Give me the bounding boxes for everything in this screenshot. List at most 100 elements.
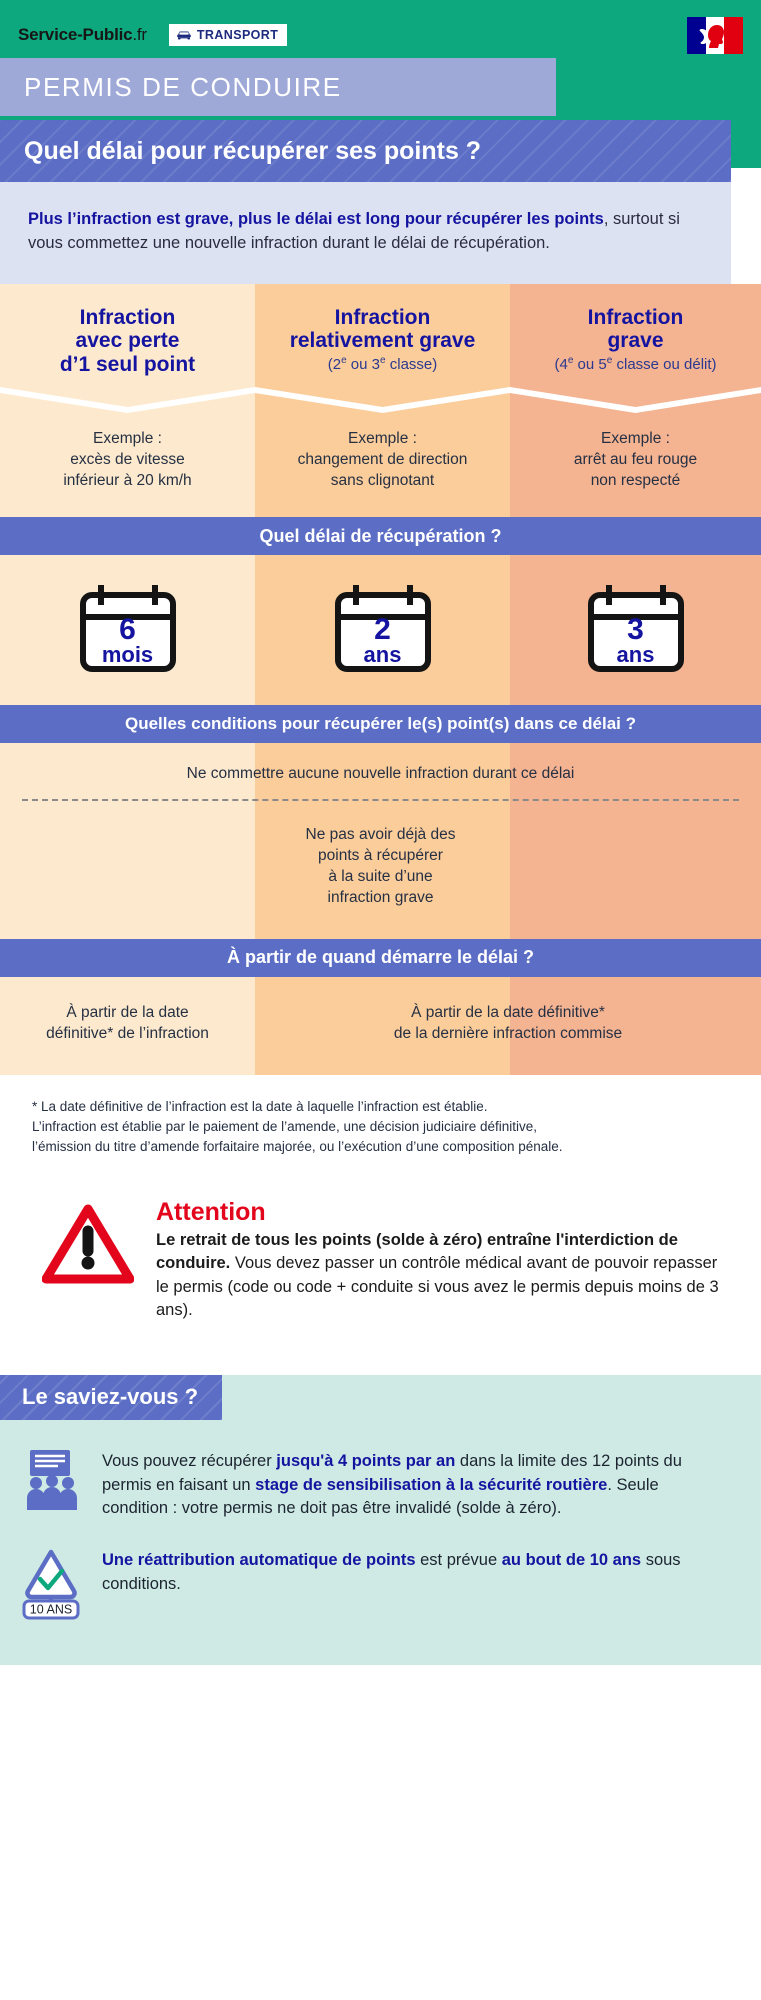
example-line1-1: excès de vitesse bbox=[70, 450, 185, 468]
footnote: * La date définitive de l’infraction est… bbox=[0, 1075, 761, 1164]
condition-block-2-line1: Ne pas avoir déjà des bbox=[305, 826, 456, 844]
column-title-3-line1: Infraction bbox=[587, 305, 684, 329]
warning-triangle-icon bbox=[42, 1197, 138, 1322]
band-delay: Quel délai de récupération ? bbox=[0, 517, 761, 556]
dyk1-part2: dans la limite des 12 points du permis e… bbox=[102, 1451, 682, 1494]
road-sign-check-icon: 10 ANS bbox=[22, 1547, 84, 1621]
column-subtitle-3-mid: ou 5 bbox=[573, 356, 607, 374]
transport-tag[interactable]: TRANSPORT bbox=[168, 24, 288, 46]
condition-line-1: Ne commettre aucune nouvelle infraction … bbox=[186, 765, 575, 783]
column-subtitle-3: (4e ou 5e classe ou délit) bbox=[520, 355, 751, 373]
example-line1-3: arrêt au feu rouge bbox=[573, 450, 698, 468]
column-title-3: Infraction grave bbox=[520, 306, 751, 354]
example-label-1: Exemple : bbox=[93, 430, 162, 448]
band-conditions: Quelles conditions pour récupérer le(s) … bbox=[0, 705, 761, 744]
column-subtitle-2-sup1: e bbox=[341, 355, 347, 367]
page-title-text: Quel délai pour récupérer ses points ? bbox=[24, 136, 482, 165]
road-sign-label: 10 ANS bbox=[30, 1603, 72, 1617]
examples-row: Exemple : excès de vitesse inférieur à 2… bbox=[0, 421, 761, 517]
example-line2-2: sans clignotant bbox=[330, 471, 435, 489]
did-you-know-section: Le saviez-vous ? Vous pouvez récupérer j… bbox=[0, 1374, 761, 1666]
example-line2-3: non respecté bbox=[590, 471, 681, 489]
transport-tag-label: TRANSPORT bbox=[196, 28, 279, 42]
chevron-divider-1 bbox=[0, 387, 255, 421]
dyk1-bold2: stage de sensibilisation à la sécurité r… bbox=[255, 1475, 608, 1494]
band-conditions-label: Quelles conditions pour récupérer le(s) … bbox=[124, 714, 637, 734]
condition-block-2-line3: à la suite d’une bbox=[328, 867, 433, 885]
attention-text-rest: Vous devez passer un contrôle médical av… bbox=[156, 1254, 719, 1320]
column-header-3: Infraction grave (4e ou 5e classe ou dél… bbox=[510, 284, 761, 388]
topic-kicker-label: PERMIS DE CONDUIRE bbox=[24, 71, 342, 102]
column-title-3-line2: grave bbox=[607, 329, 664, 353]
column-subtitle-2-mid: ou 3 bbox=[346, 356, 381, 374]
column-subtitle-3-sup2: e bbox=[606, 355, 613, 367]
condition-block-2-line4: infraction grave bbox=[327, 888, 434, 906]
column-title-2-line2: relativement grave bbox=[289, 329, 476, 353]
column-title-1: Infraction avec perte d’1 seul point bbox=[10, 306, 245, 378]
calendar-number-1: 6 bbox=[119, 613, 136, 647]
site-logo-tld: .fr bbox=[132, 25, 147, 44]
calendar-icon-3: 3 ans bbox=[584, 583, 688, 675]
column-title-1-line3: d’1 seul point bbox=[59, 353, 196, 377]
example-cell-1: Exemple : excès de vitesse inférieur à 2… bbox=[0, 421, 255, 517]
condition-block-2-line2: points à récupérer bbox=[318, 847, 443, 865]
intro-rest: , surtout si vous commettez une nouvelle… bbox=[28, 210, 680, 252]
condition-block-2: Ne pas avoir déjà des points à récupérer… bbox=[0, 801, 761, 939]
calendar-number-2: 2 bbox=[374, 613, 391, 647]
band-start: À partir de quand démarre le délai ? bbox=[0, 938, 761, 977]
calendar-unit-3: ans bbox=[616, 642, 655, 668]
start-date-col23-line1: À partir de la date définitive* bbox=[411, 1003, 605, 1021]
start-date-row: À partir de la date définitive* de l’inf… bbox=[0, 977, 761, 1075]
column-subtitle-2-pre: (2 bbox=[327, 356, 342, 374]
comparison-table: Infraction avec perte d’1 seul point Inf… bbox=[0, 283, 761, 1075]
chevron-divider-3 bbox=[510, 387, 761, 421]
dyk1-bold1: jusqu'à 4 points par an bbox=[276, 1451, 456, 1470]
start-date-col23: À partir de la date définitive* de la de… bbox=[255, 1003, 761, 1045]
column-subtitle-2-sup2: e bbox=[380, 355, 386, 367]
attention-text: Le retrait de tous les points (solde à z… bbox=[156, 1229, 731, 1323]
column-subtitle-3-sup1: e bbox=[567, 355, 574, 367]
column-header-2: Infraction relativement grave (2e ou 3e … bbox=[255, 284, 510, 388]
dyk1-part3: . Seule condition : votre permis ne doit… bbox=[102, 1475, 659, 1518]
dyk2-bold1: Une réattribution automatique de points bbox=[102, 1551, 416, 1570]
site-logo-name: Service-Public bbox=[18, 25, 133, 44]
chevron-divider-2 bbox=[255, 387, 510, 421]
dyk2-part2: est prévue bbox=[415, 1551, 502, 1570]
footnote-line1: * La date définitive de l’infraction est… bbox=[32, 1098, 488, 1114]
car-icon bbox=[176, 30, 192, 41]
calendar-icon-2: 2 ans bbox=[331, 583, 435, 675]
start-date-col1: À partir de la date définitive* de l’inf… bbox=[0, 1003, 255, 1045]
delay-calendars-row: 6 mois 2 ans bbox=[0, 555, 761, 705]
column-title-1-line2: avec perte bbox=[75, 329, 180, 353]
example-label-2: Exemple : bbox=[348, 430, 417, 448]
column-subtitle-2: (2e ou 3e classe) bbox=[265, 355, 500, 373]
french-republic-flag-marianne bbox=[687, 16, 743, 54]
site-logo[interactable]: Service-Public.fr bbox=[18, 25, 147, 45]
training-audience-icon bbox=[22, 1448, 84, 1510]
dyk2-part3: sous conditions. bbox=[102, 1551, 681, 1594]
chevron-divider-row bbox=[0, 387, 761, 421]
column-subtitle-3-post: classe ou délit) bbox=[612, 356, 717, 374]
calendar-unit-1: mois bbox=[101, 642, 154, 668]
example-line2-1: inférieur à 20 km/h bbox=[63, 471, 192, 489]
did-you-know-text-2: Une réattribution automatique de points … bbox=[102, 1547, 727, 1597]
did-you-know-item-1: Vous pouvez récupérer jusqu'à 4 points p… bbox=[0, 1442, 761, 1522]
column-subtitle-3-pre: (4 bbox=[554, 356, 568, 374]
column-title-2: Infraction relativement grave bbox=[265, 306, 500, 354]
intro-paragraph: Plus l’infraction est grave, plus le dél… bbox=[0, 182, 731, 284]
calendar-number-3: 3 bbox=[627, 613, 644, 647]
example-cell-3: Exemple : arrêt au feu rouge non respect… bbox=[510, 421, 761, 517]
calendar-icon-1: 6 mois bbox=[76, 583, 180, 675]
band-start-label: À partir de quand démarre le délai ? bbox=[226, 947, 535, 968]
calendar-unit-2: ans bbox=[363, 642, 402, 668]
attention-body: Attention Le retrait de tous les points … bbox=[156, 1197, 731, 1322]
footnote-line2: L’infraction est établie par le paiement… bbox=[32, 1118, 538, 1134]
attention-block: Attention Le retrait de tous les points … bbox=[0, 1163, 761, 1322]
calendar-cell-3: 3 ans bbox=[510, 583, 761, 675]
intro-bold: Plus l’infraction est grave, plus le dél… bbox=[28, 210, 604, 228]
example-line1-2: changement de direction bbox=[297, 450, 468, 468]
did-you-know-text-1: Vous pouvez récupérer jusqu'à 4 points p… bbox=[102, 1448, 727, 1522]
brand-row: Service-Public.fr TRANSPORT bbox=[0, 0, 761, 56]
dyk1-part1: Vous pouvez récupérer bbox=[102, 1451, 277, 1470]
column-title-2-line1: Infraction bbox=[334, 305, 431, 329]
